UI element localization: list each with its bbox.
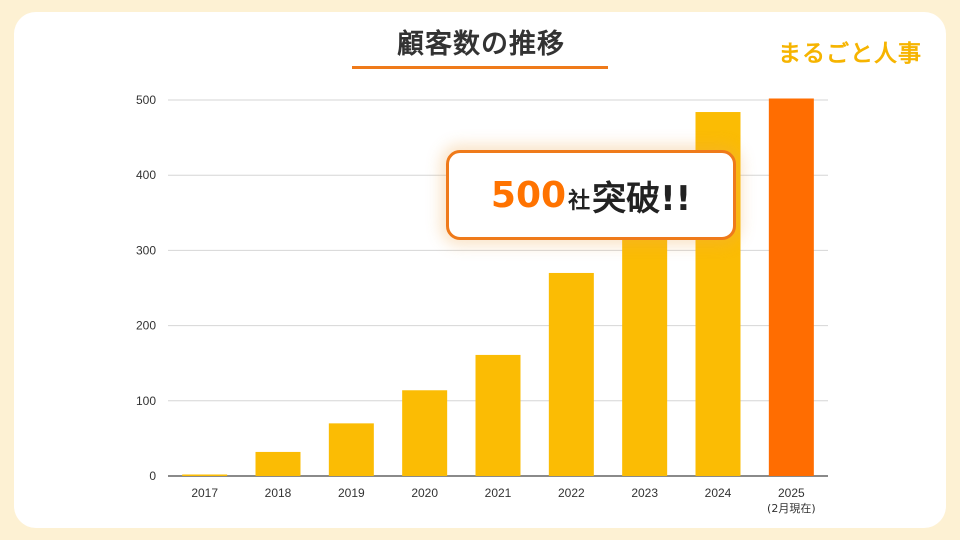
milestone-callout: 500 社 突破!! bbox=[446, 150, 736, 240]
y-tick-label: 400 bbox=[136, 168, 156, 182]
callout-unit: 社 bbox=[568, 189, 591, 214]
callout-number: 500 bbox=[490, 174, 567, 216]
title-underline bbox=[352, 66, 608, 69]
y-tick-label: 500 bbox=[136, 93, 156, 107]
bar bbox=[255, 451, 301, 476]
bar bbox=[182, 474, 228, 476]
x-tick-label: 2018 bbox=[265, 486, 292, 500]
x-tick-label: 2019 bbox=[338, 486, 365, 500]
x-tick-label: 2021 bbox=[485, 486, 512, 500]
bar bbox=[768, 98, 814, 476]
brand-logo: まるごと人事 bbox=[778, 41, 922, 67]
x-tick-label: 2020 bbox=[411, 486, 438, 500]
bar bbox=[548, 272, 594, 476]
bar bbox=[402, 390, 448, 476]
bar bbox=[328, 423, 374, 476]
x-tick-label: 2017 bbox=[191, 486, 218, 500]
x-tick-sublabel: (2月現在) bbox=[767, 502, 816, 515]
y-tick-label: 200 bbox=[136, 319, 156, 333]
x-tick-label: 2023 bbox=[631, 486, 658, 500]
y-tick-label: 300 bbox=[136, 243, 156, 257]
x-tick-label: 2024 bbox=[705, 486, 732, 500]
bar bbox=[475, 354, 521, 476]
x-tick-label: 2022 bbox=[558, 486, 585, 500]
callout-text: 突破!! bbox=[592, 178, 692, 219]
y-tick-label: 100 bbox=[136, 394, 156, 408]
y-tick-label: 0 bbox=[149, 469, 156, 483]
page-title: 顧客数の推移 bbox=[397, 29, 565, 60]
x-tick-label: 2025 bbox=[778, 486, 805, 500]
